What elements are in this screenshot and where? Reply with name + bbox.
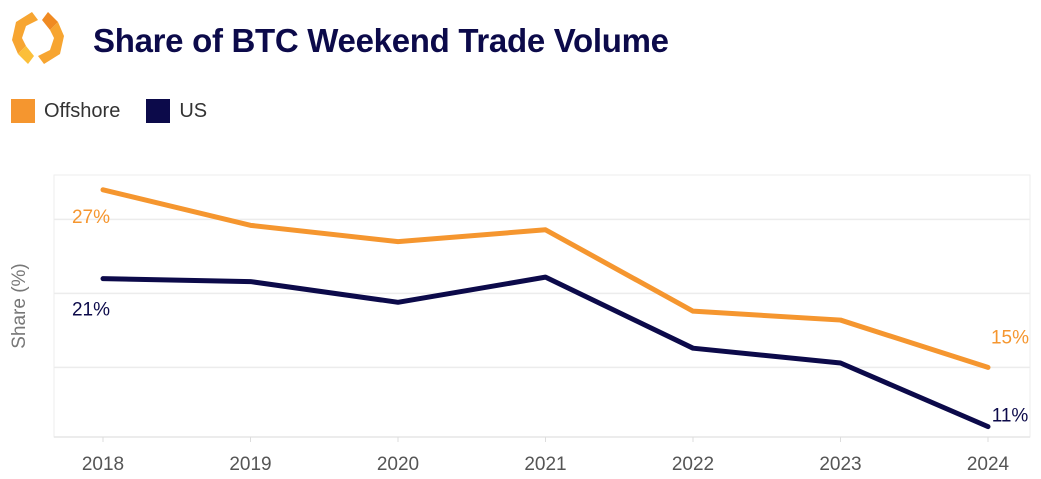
legend-item-offshore: Offshore bbox=[11, 99, 120, 123]
logo-icon bbox=[12, 12, 64, 64]
legend: Offshore US bbox=[11, 99, 233, 123]
x-tick-label: 2024 bbox=[967, 454, 1010, 475]
series-line-us bbox=[100, 274, 991, 430]
x-tick-label: 2022 bbox=[672, 454, 714, 475]
data-label-end: 11% bbox=[992, 406, 1029, 427]
data-label-start: 27% bbox=[72, 207, 110, 228]
legend-swatch-us bbox=[146, 99, 171, 123]
legend-item-us: US bbox=[146, 99, 207, 123]
y-axis-title: Share (%) bbox=[9, 263, 30, 349]
legend-label-us: US bbox=[179, 99, 208, 122]
x-tick-label: 2020 bbox=[377, 454, 419, 475]
data-label-start: 21% bbox=[72, 300, 110, 321]
x-tick-label: 2023 bbox=[819, 454, 861, 475]
data-label-end: 15% bbox=[991, 327, 1029, 348]
series-line-offshore bbox=[100, 187, 991, 370]
x-tick-label: 2019 bbox=[229, 454, 271, 475]
legend-label-offshore: Offshore bbox=[44, 99, 121, 122]
x-tick-label: 2018 bbox=[82, 454, 124, 475]
legend-swatch-offshore bbox=[11, 99, 35, 123]
x-tick-label: 2021 bbox=[524, 454, 566, 475]
page-title: Share of BTC Weekend Trade Volume bbox=[93, 22, 669, 59]
